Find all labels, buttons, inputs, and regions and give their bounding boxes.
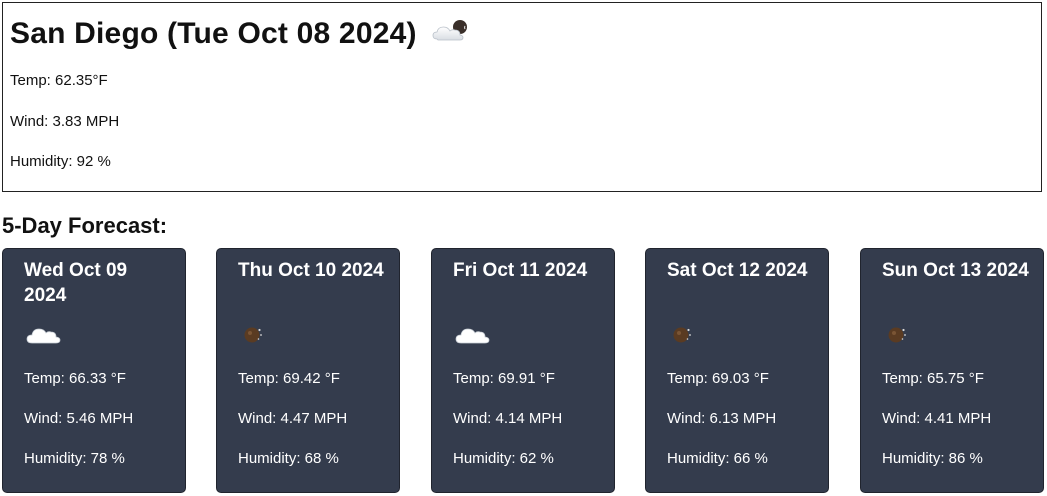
- forecast-card: Sun Oct 13 2024 Temp: 65.75 °F Wind: 4.4…: [860, 248, 1044, 493]
- current-temp: Temp: 62.35°F: [10, 72, 108, 89]
- forecast-temp: Temp: 69.42 °F: [238, 370, 340, 387]
- forecast-card: Thu Oct 10 2024 Temp: 69.42 °F Wind: 4.4…: [216, 248, 400, 493]
- cloud-sun-icon: [431, 15, 475, 51]
- forecast-card: Wed Oct 09 2024 Temp: 66.33 °F Wind: 5.4…: [2, 248, 186, 493]
- current-title: San Diego (Tue Oct 08 2024): [10, 17, 475, 53]
- forecast-wind: Wind: 4.47 MPH: [238, 410, 348, 427]
- forecast-card: Sat Oct 12 2024 Temp: 69.03 °F Wind: 6.1…: [645, 248, 829, 493]
- clear-night-icon: [882, 321, 922, 347]
- forecast-wind: Wind: 4.14 MPH: [453, 410, 563, 427]
- forecast-temp: Temp: 69.03 °F: [667, 370, 769, 387]
- forecast-humidity: Humidity: 62 %: [453, 450, 554, 467]
- clear-night-icon: [238, 321, 278, 347]
- forecast-date: Sun Oct 13 2024: [882, 260, 1029, 281]
- forecast-temp: Temp: 69.91 °F: [453, 370, 555, 387]
- forecast-heading: 5-Day Forecast:: [2, 213, 168, 238]
- forecast-temp: Temp: 65.75 °F: [882, 370, 984, 387]
- current-date: (Tue Oct 08 2024): [167, 16, 417, 50]
- forecast-date: Thu Oct 10 2024: [238, 260, 384, 281]
- forecast-card: Fri Oct 11 2024 Temp: 69.91 °F Wind: 4.1…: [431, 248, 615, 493]
- current-humidity: Humidity: 92 %: [10, 153, 111, 170]
- forecast-date: Wed Oct 09 2024: [24, 260, 128, 306]
- forecast-humidity: Humidity: 78 %: [24, 450, 125, 467]
- cloud-icon: [453, 321, 493, 347]
- clear-night-icon: [667, 321, 707, 347]
- forecast-wind: Wind: 5.46 MPH: [24, 410, 134, 427]
- forecast-humidity: Humidity: 86 %: [882, 450, 983, 467]
- forecast-humidity: Humidity: 66 %: [667, 450, 768, 467]
- forecast-wind: Wind: 6.13 MPH: [667, 410, 777, 427]
- cloud-icon: [24, 321, 64, 347]
- forecast-temp: Temp: 66.33 °F: [24, 370, 126, 387]
- current-weather-panel: San Diego (Tue Oct 08 2024) Temp: 62.35°…: [2, 2, 1042, 192]
- forecast-date: Sat Oct 12 2024: [667, 260, 808, 281]
- forecast-date: Fri Oct 11 2024: [453, 260, 588, 281]
- current-wind: Wind: 3.83 MPH: [10, 113, 120, 130]
- city-name: San Diego: [10, 16, 159, 50]
- forecast-humidity: Humidity: 68 %: [238, 450, 339, 467]
- forecast-wind: Wind: 4.41 MPH: [882, 410, 992, 427]
